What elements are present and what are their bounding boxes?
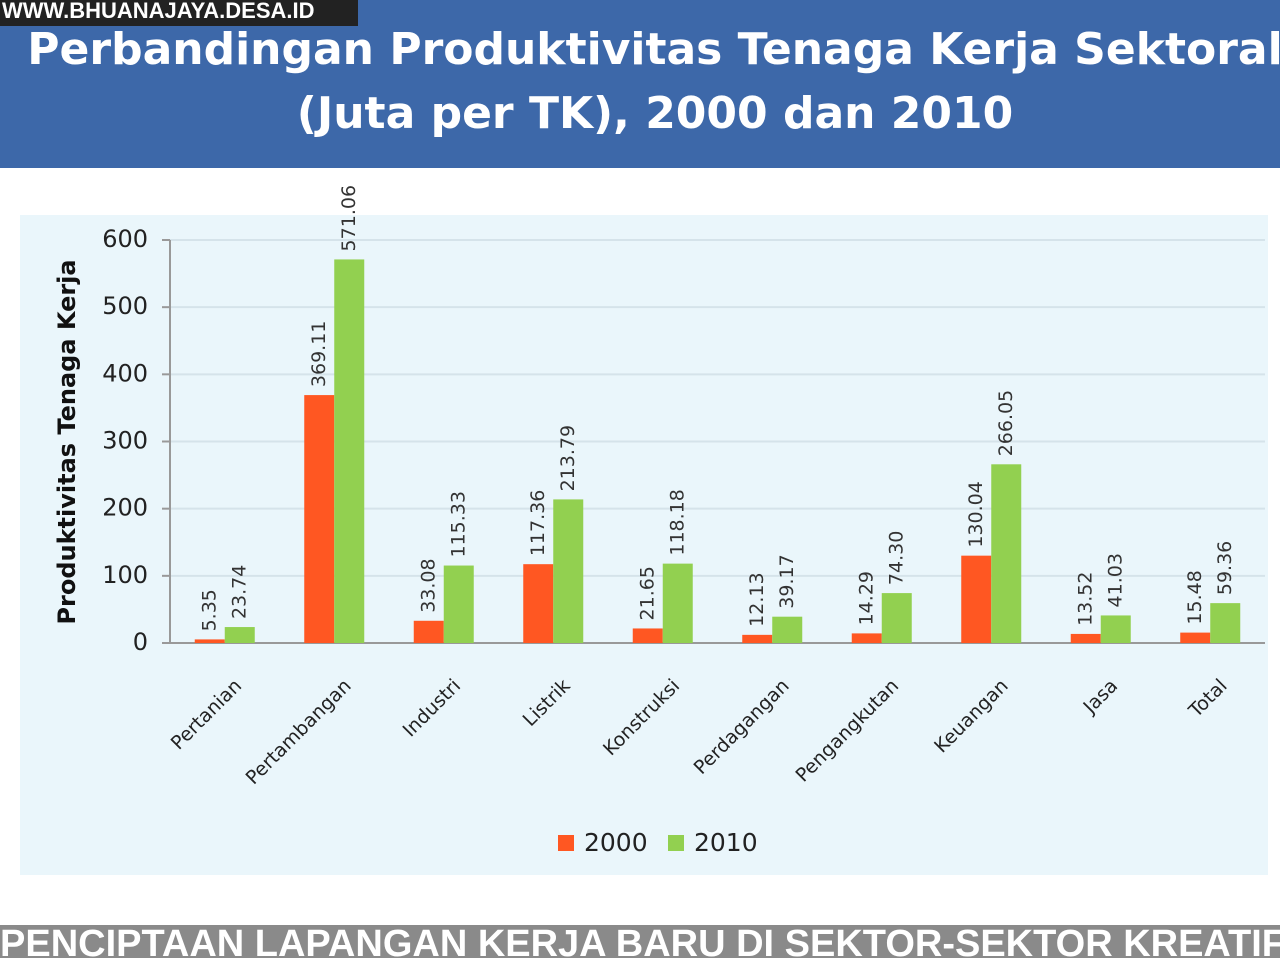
y-axis-label: Produktivitas Tenaga Kerja (53, 259, 81, 624)
y-tick-label: 200 (102, 494, 148, 522)
bar (1070, 633, 1101, 643)
caption-bg (0, 925, 1280, 958)
bar (304, 395, 335, 643)
value-label: 39.17 (776, 554, 798, 608)
y-tick-label: 600 (102, 225, 148, 253)
bar (662, 563, 693, 643)
caption: PENCIPTAAN LAPANGAN KERJA BARU DI SEKTOR… (0, 923, 1280, 958)
bar (194, 639, 225, 643)
bar (881, 593, 912, 643)
bar (851, 633, 882, 643)
value-label: 15.48 (1184, 570, 1206, 624)
value-label: 266.05 (995, 390, 1017, 456)
y-tick-label: 300 (102, 427, 148, 455)
bar (961, 555, 992, 643)
watermark: WWW.BHUANAJAYA.DESA.ID (2, 0, 315, 23)
value-label: 130.04 (965, 481, 987, 547)
legend-swatch (558, 835, 574, 851)
value-label: 5.35 (198, 589, 220, 631)
value-label: 74.30 (885, 531, 907, 585)
bar (1100, 615, 1131, 643)
plot-panel (20, 215, 1268, 875)
bar (632, 628, 663, 643)
value-label: 14.29 (855, 571, 877, 625)
value-label: 117.36 (527, 490, 549, 556)
bar (443, 565, 474, 643)
value-label: 118.18 (666, 489, 688, 555)
bar (742, 634, 773, 643)
bar (772, 616, 803, 643)
bar (553, 499, 584, 643)
chart-title: (Juta per TK), 2000 dan 2010 (297, 88, 1014, 139)
value-label: 13.52 (1074, 572, 1096, 626)
header-band (0, 0, 1280, 168)
value-label: 369.11 (308, 321, 330, 387)
chart-title: Perbandingan Produktivitas Tenaga Kerja … (27, 24, 1280, 75)
bar (413, 620, 444, 643)
legend-label: 2010 (694, 828, 758, 857)
bar (1210, 603, 1241, 643)
y-tick-label: 500 (102, 292, 148, 320)
bar (334, 259, 365, 643)
value-label: 59.36 (1214, 541, 1236, 595)
y-tick-label: 400 (102, 359, 148, 387)
legend-swatch (668, 835, 684, 851)
value-label: 115.33 (447, 491, 469, 557)
y-tick-label: 100 (102, 561, 148, 589)
value-label: 21.65 (636, 566, 658, 620)
legend-label: 2000 (584, 828, 648, 857)
bar (991, 464, 1022, 643)
watermark-bg (0, 0, 358, 26)
bar (224, 627, 255, 643)
value-label: 571.06 (338, 185, 360, 251)
bar (523, 564, 554, 643)
value-label: 23.74 (228, 565, 250, 619)
y-tick-label: 0 (133, 628, 148, 656)
value-label: 33.08 (417, 558, 439, 612)
value-label: 41.03 (1104, 553, 1126, 607)
value-label: 12.13 (746, 572, 768, 626)
bar (1180, 632, 1211, 643)
value-label: 213.79 (557, 425, 579, 491)
